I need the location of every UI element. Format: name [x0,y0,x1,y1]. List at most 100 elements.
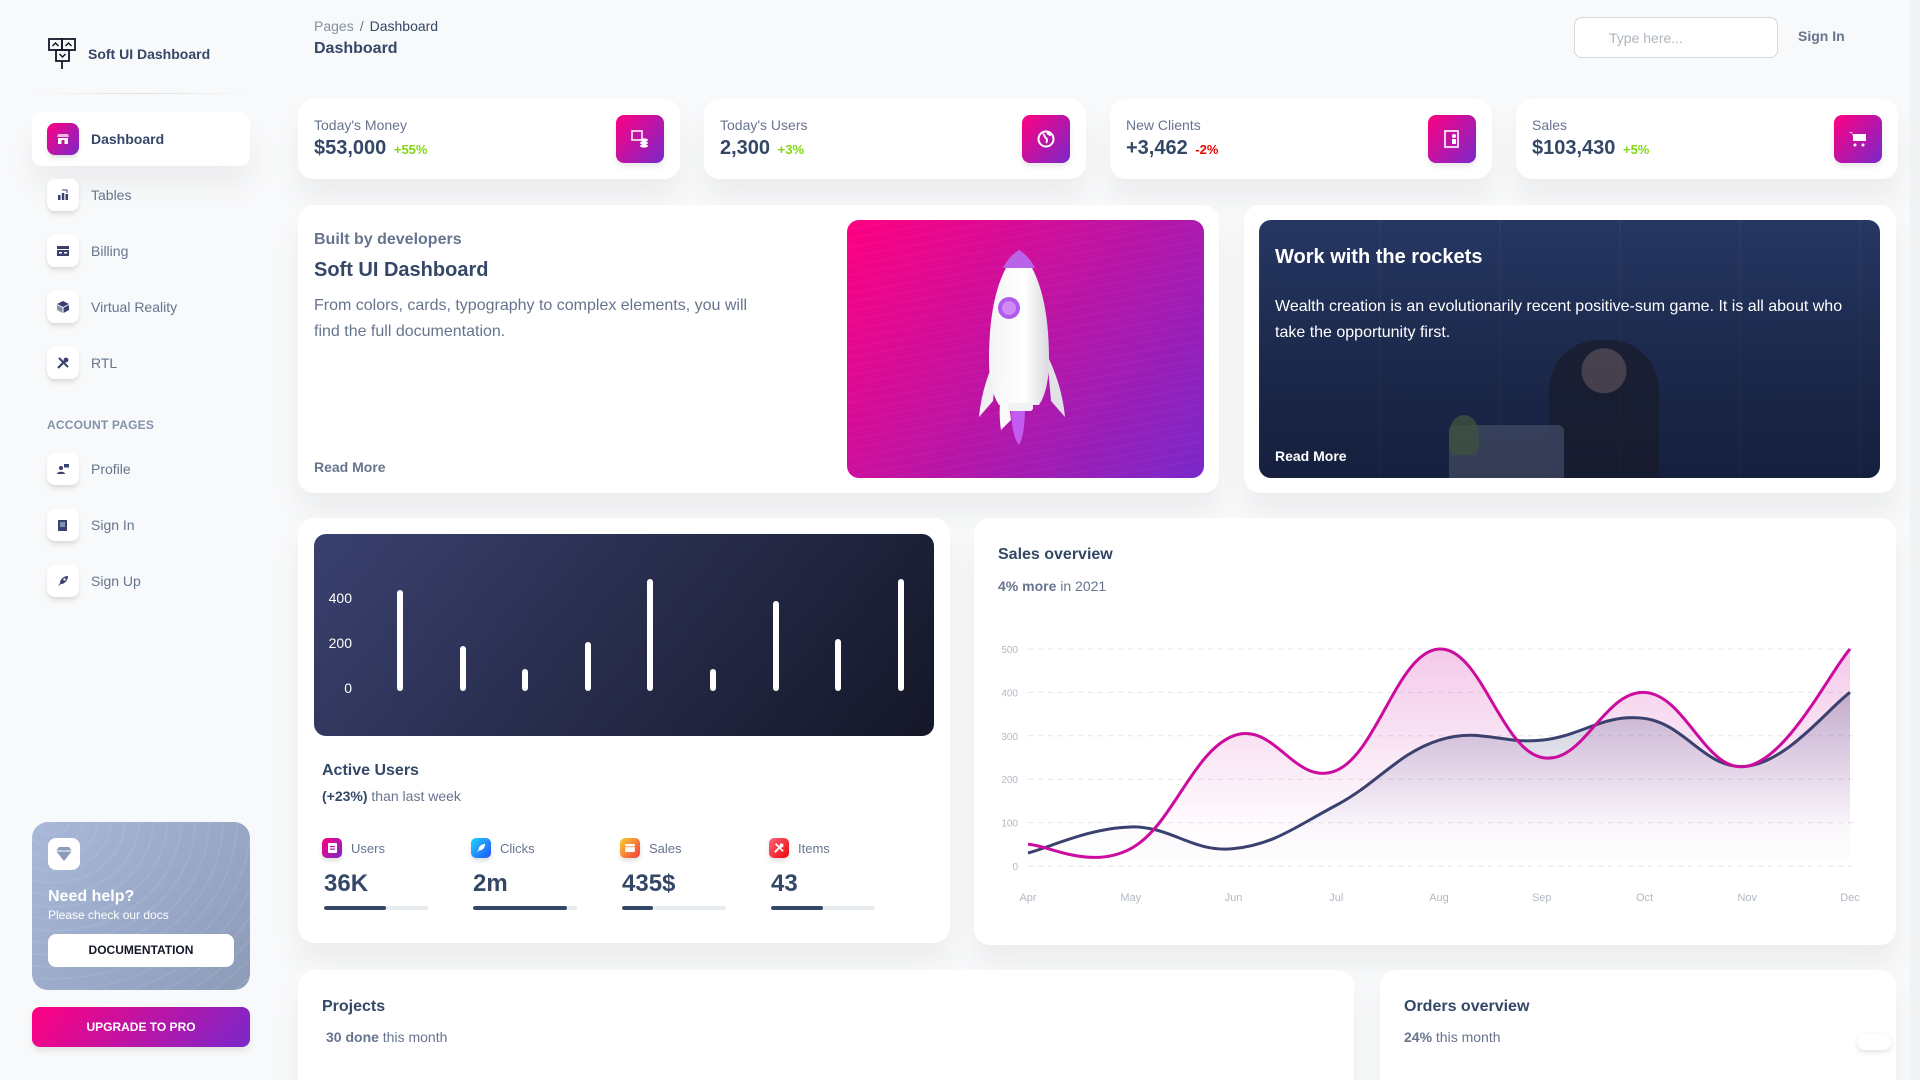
bar [397,589,403,691]
progress-fill [324,906,387,910]
metric-items: Items 43 [769,838,918,910]
active-users-change: (+23%) [322,788,368,804]
metric-progress [771,906,875,910]
progress-fill [473,906,567,910]
sidebar-item-label: Sign In [91,517,135,533]
page-title: Dashboard [314,40,398,57]
metric-value: 435$ [622,870,676,897]
stat-value: +3,462 -2% [1126,137,1476,160]
stat-label: New Clients [1126,117,1201,133]
sidebar-divider [32,93,252,94]
svg-text:100: 100 [1001,819,1018,830]
sales-overview-subtitle: 4% more in 2021 [998,578,1106,594]
metric-sales: Sales 435$ [620,838,769,910]
metric-users: Users 36K [322,838,471,910]
brand[interactable]: Soft UI Dashboard [48,38,210,70]
sidebar-item-label: Tables [91,187,132,203]
metric-label: Users [351,840,385,856]
plant-photo [1449,415,1479,455]
projects-card: Projects 30 done this month [298,970,1354,1080]
bar [772,601,779,691]
svg-text:Aug: Aug [1429,892,1449,904]
metric-head: Items [769,838,918,858]
sidebar-item-virtual-reality[interactable]: Virtual Reality [32,280,250,334]
person-photo [1549,340,1659,478]
rocket-icon [979,250,1065,445]
upgrade-to-pro-button[interactable]: UPGRADE TO PRO [32,1007,250,1047]
sidebar-item-billing[interactable]: Billing [32,224,250,278]
stat-card-sales: Sales $103,430 +5% [1516,99,1898,179]
brand-logo-icon [48,38,76,69]
svg-text:300: 300 [1001,732,1018,743]
credit-card-icon [47,235,79,267]
orders-title: Orders overview [1404,998,1530,1015]
sign-in-link[interactable]: Sign In [1798,28,1845,44]
subtitle-text: this month [378,1029,448,1045]
configurator-button[interactable] [1857,1034,1891,1050]
stat-value: $103,430 +5% [1532,137,1882,160]
card-title: Soft UI Dashboard [314,259,489,281]
search-box[interactable] [1574,17,1778,58]
bar [647,578,654,691]
read-more-link[interactable]: Read More [314,459,386,475]
active-users-bar-chart: 400 200 0 [314,534,934,736]
bar [897,578,904,691]
metric-head: Users [322,838,471,858]
sidebar-item-label: Virtual Reality [91,299,178,315]
sales-line-chart: 0 100 200 300 400 500 Apr May Jun Jul Aug Sep Oct Nov… [1001,645,1860,904]
metric-value: 2m [473,870,508,897]
active-users-title: Active Users [322,762,419,779]
help-title: Need help? [48,888,135,905]
metric-value: 36K [324,870,369,897]
active-users-card: 400 200 0 Active Users (+23%) than last … [298,518,950,943]
stat-change: +5% [1622,142,1650,157]
sidebar-item-tables[interactable]: Tables [32,168,250,222]
sidebar-item-sign-up[interactable]: Sign Up [32,554,250,608]
y-tick: 400 [328,590,352,606]
svg-text:500: 500 [1001,645,1018,656]
sidebar-item-rtl[interactable]: RTL [32,336,250,390]
breadcrumb-root-link[interactable]: Pages [314,18,354,34]
sidebar-item-profile[interactable]: Profile [32,442,250,496]
credit-card-icon [620,838,640,858]
svg-text:May: May [1120,892,1141,904]
bar [835,639,842,691]
box-3d-icon [47,291,79,323]
stat-label: Sales [1532,117,1568,133]
built-by-developers-card: Built by developers Soft UI Dashboard Fr… [298,205,1219,493]
shop-icon [47,123,79,155]
sales-overview-title: Sales overview [998,546,1113,563]
card-title: Work with the rockets [1275,246,1483,268]
metric-progress [473,906,577,910]
svg-text:Nov: Nov [1737,892,1757,904]
card-description: From colors, cards, typography to comple… [314,297,748,340]
rockets-image-panel: Work with the rockets Wealth creation is… [1259,220,1880,478]
orders-subtitle: 24% this month [1404,1029,1501,1045]
metric-label: Sales [649,840,682,856]
stat-value: 2,300 +3% [720,137,1070,160]
stat-change: +55% [393,142,428,157]
search-input[interactable] [1609,29,1769,46]
paper-diploma-icon [1428,115,1476,163]
bar [710,668,716,691]
office-chart-icon [47,179,79,211]
stat-card-users: Today's Users 2,300 +3% [704,99,1086,179]
read-more-link[interactable]: Read More [1275,448,1347,464]
svg-text:Jun: Jun [1225,892,1243,904]
bar [584,641,591,691]
sidebar-item-dashboard[interactable]: Dashboard [32,112,250,166]
highlight: 24% [1404,1029,1433,1045]
stat-card-money: Today's Money $53,000 +55% [298,99,680,179]
svg-text:0: 0 [1012,862,1018,873]
stat-change: -2% [1195,142,1219,157]
sidebar-item-sign-in[interactable]: Sign In [32,498,250,552]
card-description: Wealth creation is an evolutionarily rec… [1275,298,1843,341]
stat-number: 2,300 [720,137,771,159]
scrollbar[interactable] [1910,0,1920,1080]
metric-head: Clicks [471,838,620,858]
documentation-button[interactable]: DOCUMENTATION [48,934,234,967]
progress-fill [771,906,823,910]
active-users-subtitle: (+23%) than last week [322,788,461,804]
rocket-illustration [847,220,1204,478]
need-help-card: Need help? Please check our docs DOCUMEN… [32,822,250,990]
